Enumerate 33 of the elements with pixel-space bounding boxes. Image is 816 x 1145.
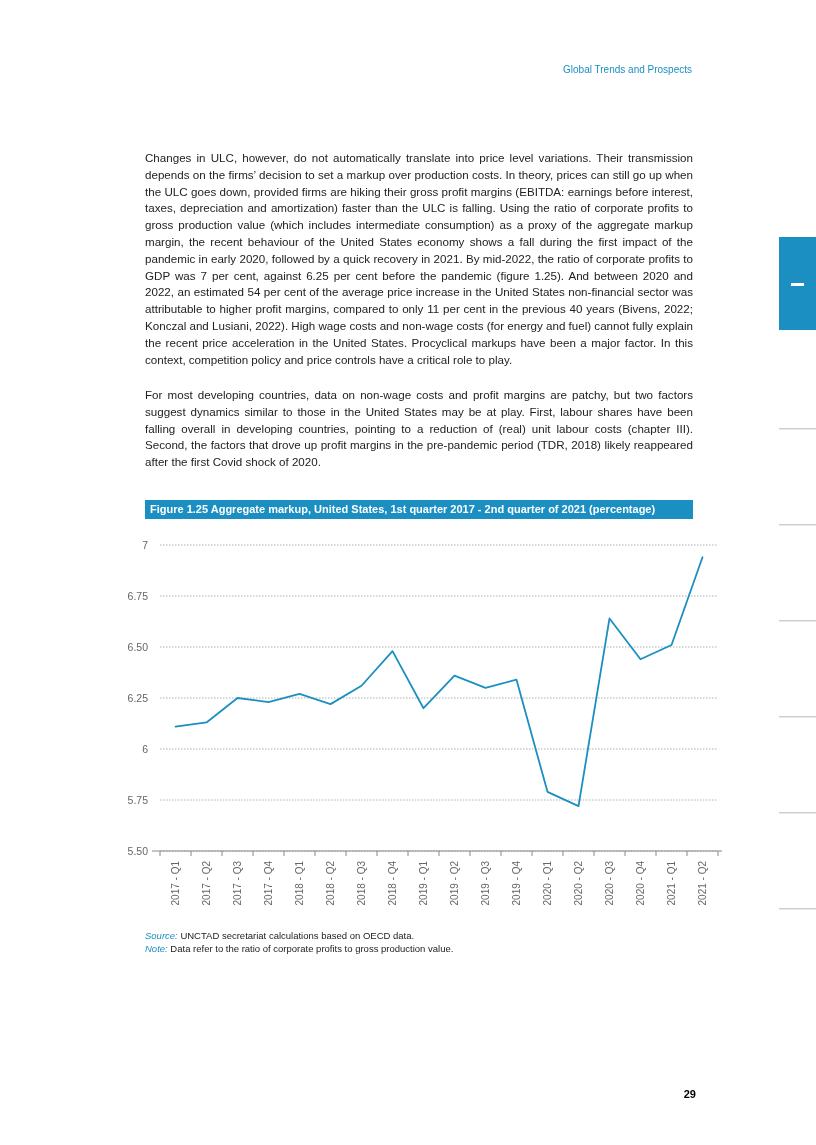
x-tick-label: 2020 - Q3 — [604, 860, 615, 906]
x-tick-label: 2019 - Q4 — [511, 860, 522, 906]
text: Note: Data refer to the ratio of corporate profits to gross production value. — [145, 943, 454, 954]
y-tick-label: 6.25 — [127, 691, 149, 704]
x-tick-label: 2020 - Q4 — [635, 860, 646, 906]
x-tick-label: 2017 - Q3 — [232, 860, 243, 906]
text: 29 — [683, 1088, 696, 1100]
text: For most developing countries, data on non-wage costs and profit margins are patchy, but two factors suggest dynamics similar to those in the United States may be at play. First, labour shares have been falling overall in developing countries, pointing to a reduction of (real) unit labour costs (chapter III). Second, the factors that drove up profit margins in the pre-pandemic period (TDR, 2018) likely reappeared after the first Covid shock of 2020. — [145, 387, 693, 471]
x-tick-label: 2018 - Q3 — [356, 860, 367, 906]
x-tick-label: 2021 - Q2 — [697, 860, 708, 906]
x-tick-label: 2018 - Q1 — [294, 860, 305, 906]
text: Changes in ULC, however, do not automatically translate into price level variations. Their transmission depends on the firms’ decision to set a markup over production costs. In theory, prices can still go up when the ULC goes down, provided firms are hiking their gross profit margins (EBITDA: earnings before interest, taxes, depreciation and amortization) faster than the ULC is falling. Using the ratio of corporate profits to gross production value (which includes intermediate consumption) as a proxy of the aggregate markup margin, the recent behaviour of the United States economy shows a fall during the first impact of the pandemic in early 2020, followed by a quick recovery in 2021. By mid-2022, the ratio of corporate profits to GDP was 7 per cent, against 6.25 per cent before the pandemic (figure 1.25). And between 2020 and 2022, an estimated 54 per cent of the average price increase in the United States non-financial sector was attributable to higher profit margins, compared to only 11 per cent in the previous 40 years (Bivens, 2022; Konczal and Lusiani, 2022). High wage costs and non-wage costs (for energy and fuel) cannot fully explain the recent price acceleration in the United States. Procyclical markups have been a major factor. In this context, competition policy and price controls have a critical role to play. — [145, 151, 693, 366]
x-tick-label: 2019 - Q3 — [480, 860, 491, 906]
text: Global Trends and Prospects — [563, 64, 692, 75]
y-tick-label: 5.50 — [127, 844, 149, 857]
x-tick-label: 2017 - Q4 — [263, 860, 274, 906]
y-tick-label: 6.75 — [127, 589, 149, 602]
y-tick-label: 6.50 — [127, 640, 149, 653]
x-tick-label: 2019 - Q1 — [418, 860, 429, 906]
x-tick-label: 2020 - Q1 — [542, 860, 553, 906]
y-tick-label: 6 — [142, 742, 149, 755]
x-tick-label: 2019 - Q2 — [449, 860, 460, 906]
source-note: Source: UNCTAD secretariat calculations based on OECD data. — [145, 930, 415, 941]
x-tick-label: 2018 - Q4 — [387, 860, 398, 906]
line-series — [174, 556, 704, 808]
x-tick-label: 2020 - Q2 — [573, 860, 584, 906]
y-tick-label: 7 — [142, 538, 149, 551]
y-tick-label: 5.75 — [127, 793, 149, 806]
x-tick-label: 2018 - Q2 — [325, 860, 336, 906]
x-tick-label: 2017 - Q1 — [170, 860, 181, 906]
x-tick-label: 2021 - Q1 — [666, 860, 677, 906]
x-tick-label: 2017 - Q2 — [201, 860, 212, 906]
chart-title: Figure 1.25 Aggregate markup, United States, 1st quarter 2017 - 2nd quarter of 2021 (percentage) — [150, 503, 656, 515]
